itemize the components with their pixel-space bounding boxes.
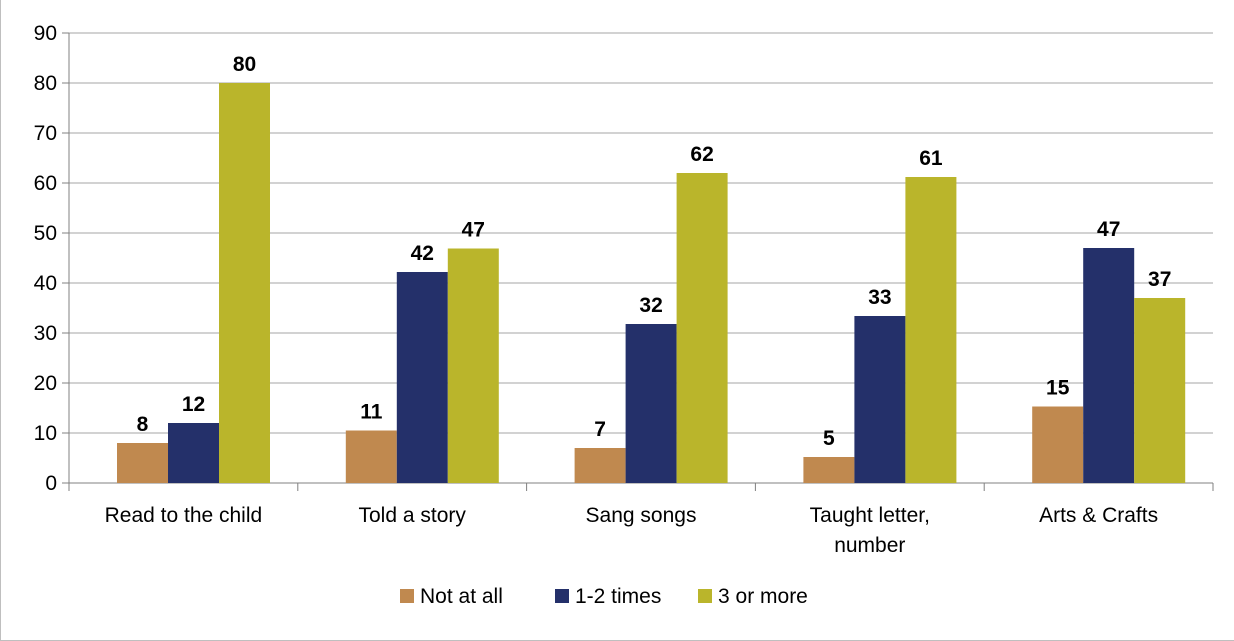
- y-tick-label: 70: [34, 122, 57, 145]
- bar: [1032, 406, 1084, 483]
- y-tick-label: 40: [34, 272, 57, 295]
- data-label: 62: [690, 143, 713, 166]
- y-tick-label: 30: [34, 322, 57, 345]
- bar: [1083, 248, 1135, 483]
- data-label: 47: [462, 219, 485, 242]
- y-tick-label: 10: [34, 422, 57, 445]
- data-label: 42: [411, 242, 434, 265]
- category-label: Told a story: [359, 504, 467, 527]
- bar: [625, 324, 677, 483]
- data-label: 47: [1097, 218, 1120, 241]
- data-label: 7: [594, 418, 606, 441]
- y-tick-label: 0: [45, 472, 57, 495]
- bar: [345, 430, 397, 483]
- category-label: number: [834, 534, 905, 557]
- data-label: 61: [919, 147, 943, 170]
- bar: [574, 448, 626, 483]
- legend-label: 3 or more: [718, 585, 808, 608]
- y-tick-label: 60: [34, 172, 57, 195]
- bar: [676, 173, 728, 483]
- legend-swatch: [400, 589, 414, 603]
- data-label: 80: [233, 53, 256, 76]
- legend-label: 1-2 times: [575, 585, 661, 608]
- data-label: 15: [1046, 377, 1070, 400]
- data-label: 32: [639, 294, 662, 317]
- data-label: 37: [1148, 268, 1171, 291]
- bar: [219, 83, 270, 483]
- data-label: 5: [823, 427, 835, 450]
- legend-swatch: [698, 589, 712, 603]
- legend-swatch: [555, 589, 569, 603]
- category-label: Arts & Crafts: [1039, 504, 1158, 527]
- legend-label: Not at all: [420, 585, 503, 608]
- bar: [168, 423, 219, 483]
- bar: [1134, 298, 1186, 483]
- bar: [447, 248, 499, 483]
- y-tick-label: 90: [34, 22, 57, 45]
- data-label: 8: [137, 413, 149, 436]
- data-label: 12: [182, 393, 205, 416]
- category-label: Read to the child: [105, 504, 263, 527]
- bar: [905, 177, 957, 483]
- y-tick-label: 50: [34, 222, 57, 245]
- y-tick-label: 20: [34, 372, 57, 395]
- bar: [854, 316, 906, 483]
- bar: [803, 457, 855, 483]
- bar: [396, 272, 448, 483]
- y-tick-label: 80: [34, 72, 57, 95]
- data-label: 33: [868, 286, 891, 309]
- category-label: Sang songs: [586, 504, 697, 527]
- category-label: Taught letter,: [810, 504, 930, 527]
- bar: [117, 443, 168, 483]
- data-label: 11: [360, 401, 383, 424]
